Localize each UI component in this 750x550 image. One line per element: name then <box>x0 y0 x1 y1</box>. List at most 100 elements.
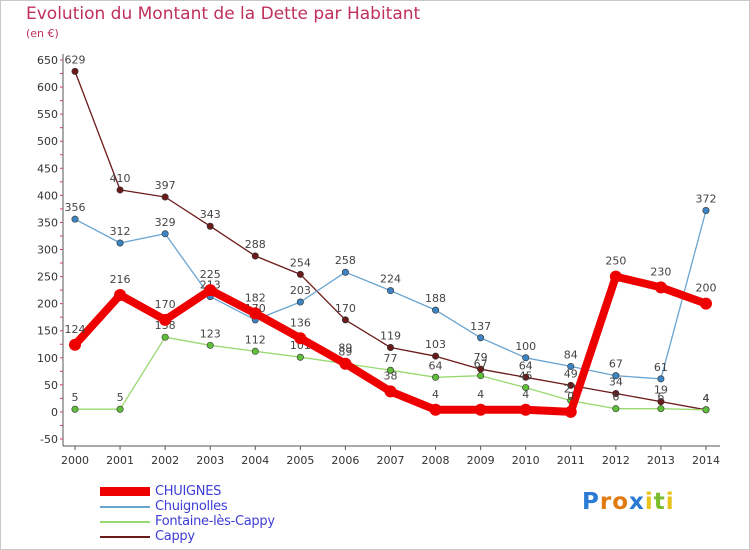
data-label-chuignes: 0 <box>567 390 574 403</box>
data-point-chuignolles <box>386 287 394 295</box>
data-label-chuignolles: 372 <box>695 193 716 206</box>
data-point-chuignolles <box>432 306 440 314</box>
data-label-chuignes: 4 <box>432 388 439 401</box>
data-label-chuignolles: 258 <box>335 254 356 267</box>
data-label-chuignolles: 84 <box>564 348 578 361</box>
data-point-cappy <box>386 343 394 351</box>
data-label-chuignolles: 203 <box>290 284 311 297</box>
data-label-chuignes: 216 <box>110 273 131 286</box>
data-label-chuignes: 182 <box>245 291 266 304</box>
data-label-chuignes: 136 <box>290 316 311 329</box>
x-tick-label: 2005 <box>286 454 314 467</box>
data-label-cappy: 254 <box>290 256 311 269</box>
data-point-cappy <box>432 352 440 360</box>
data-point-chuignes <box>384 385 397 398</box>
data-point-chuignolles <box>657 375 665 383</box>
x-tick-label: 2011 <box>557 454 585 467</box>
data-point-chuignes <box>159 313 172 326</box>
y-tick-label: 550 <box>37 108 58 121</box>
data-label-chuignes: 124 <box>65 323 86 336</box>
data-point-cappy <box>341 316 349 324</box>
data-point-chuignolles <box>161 230 169 238</box>
data-label-fontaine-l-s-cappy: 123 <box>200 327 221 340</box>
y-tick-label: 0 <box>51 406 58 419</box>
data-point-fontaine-l-s-cappy <box>702 406 710 414</box>
data-point-fontaine-l-s-cappy <box>386 366 394 374</box>
y-tick-label: 200 <box>37 298 58 311</box>
data-point-fontaine-l-s-cappy <box>161 333 169 341</box>
data-point-cappy <box>71 67 79 75</box>
logo-letter: P <box>582 489 600 515</box>
data-point-fontaine-l-s-cappy <box>206 341 214 349</box>
data-point-chuignes <box>519 403 532 416</box>
legend-label-chuignolles: Chuignolles <box>155 499 228 514</box>
data-point-cappy <box>522 373 530 381</box>
data-label-chuignolles: 188 <box>425 292 446 305</box>
data-point-fontaine-l-s-cappy <box>296 353 304 361</box>
data-point-fontaine-l-s-cappy <box>522 384 530 392</box>
data-label-cappy: 170 <box>335 302 356 315</box>
data-point-fontaine-l-s-cappy <box>116 405 124 413</box>
y-tick-label: 500 <box>37 135 58 148</box>
data-label-cappy: 64 <box>519 359 533 372</box>
x-tick-label: 2010 <box>512 454 540 467</box>
logo-letter: i <box>665 489 675 515</box>
y-tick-label: 300 <box>37 244 58 257</box>
data-label-cappy: 79 <box>474 351 488 364</box>
logo-letter: t <box>653 489 666 515</box>
x-tick-label: 2003 <box>196 454 224 467</box>
data-point-cappy <box>161 193 169 201</box>
data-point-chuignolles <box>71 215 79 223</box>
data-label-chuignes: 230 <box>650 265 671 278</box>
x-tick-label: 2006 <box>331 454 359 467</box>
data-point-chuignes <box>69 338 81 351</box>
data-label-chuignolles: 61 <box>654 361 668 374</box>
data-point-chuignes <box>699 297 712 310</box>
x-tick-label: 2014 <box>692 454 720 467</box>
y-tick-label: 650 <box>37 54 58 67</box>
x-tick-label: 2008 <box>422 454 450 467</box>
line-chart: -500501001502002503003504004505005506006… <box>37 53 720 467</box>
data-label-fontaine-l-s-cappy: 112 <box>245 333 266 346</box>
y-tick-label: 50 <box>44 379 58 392</box>
data-point-chuignolles <box>522 354 530 362</box>
y-tick-label: 250 <box>37 271 58 284</box>
data-point-cappy <box>206 222 214 230</box>
legend-label-fontaine-les-cappy: Fontaine-lès-Cappy <box>155 514 275 529</box>
y-tick-label: 400 <box>37 189 58 202</box>
data-point-cappy <box>296 270 304 278</box>
data-point-chuignes <box>474 403 487 416</box>
data-label-fontaine-l-s-cappy: 4 <box>702 392 709 405</box>
data-point-cappy <box>612 390 620 398</box>
data-label-cappy: 4 <box>702 392 709 405</box>
data-point-chuignes <box>654 281 667 294</box>
data-label-chuignes: 250 <box>605 255 626 268</box>
data-label-fontaine-l-s-cappy: 45 <box>519 370 533 383</box>
legend-swatch-chuignes <box>100 487 150 496</box>
y-tick-label: 150 <box>37 325 58 338</box>
data-point-cappy <box>251 252 259 260</box>
y-tick-label: 450 <box>37 162 58 175</box>
x-tick-label: 2012 <box>602 454 630 467</box>
data-point-chuignolles <box>116 239 124 247</box>
data-point-chuignolles <box>296 298 304 306</box>
data-point-cappy <box>567 381 575 389</box>
series-chuignolles: 3563123292131702032582241881371008467613… <box>65 193 716 383</box>
data-point-chuignes <box>114 288 127 301</box>
data-label-chuignolles: 224 <box>380 273 401 286</box>
logo-letter: i <box>644 489 654 515</box>
data-point-chuignes <box>564 405 577 418</box>
data-label-fontaine-l-s-cappy: 89 <box>338 346 352 359</box>
data-label-cappy: 34 <box>609 376 623 389</box>
series-chuignes: 124 216 170 225 182 136 89 38 4 4 4 0 250 230 200 <box>65 255 716 418</box>
logo-letter: x <box>629 489 645 515</box>
data-label-cappy: 288 <box>245 238 266 251</box>
data-point-chuignolles <box>341 268 349 276</box>
y-tick-label: 350 <box>37 216 58 229</box>
legend-label-cappy: Cappy <box>155 529 195 544</box>
data-point-chuignes <box>204 284 217 297</box>
data-point-chuignolles <box>477 334 485 342</box>
data-label-cappy: 49 <box>564 367 578 380</box>
data-label-chuignes: 200 <box>695 282 716 295</box>
y-tick-label: -50 <box>40 433 58 446</box>
